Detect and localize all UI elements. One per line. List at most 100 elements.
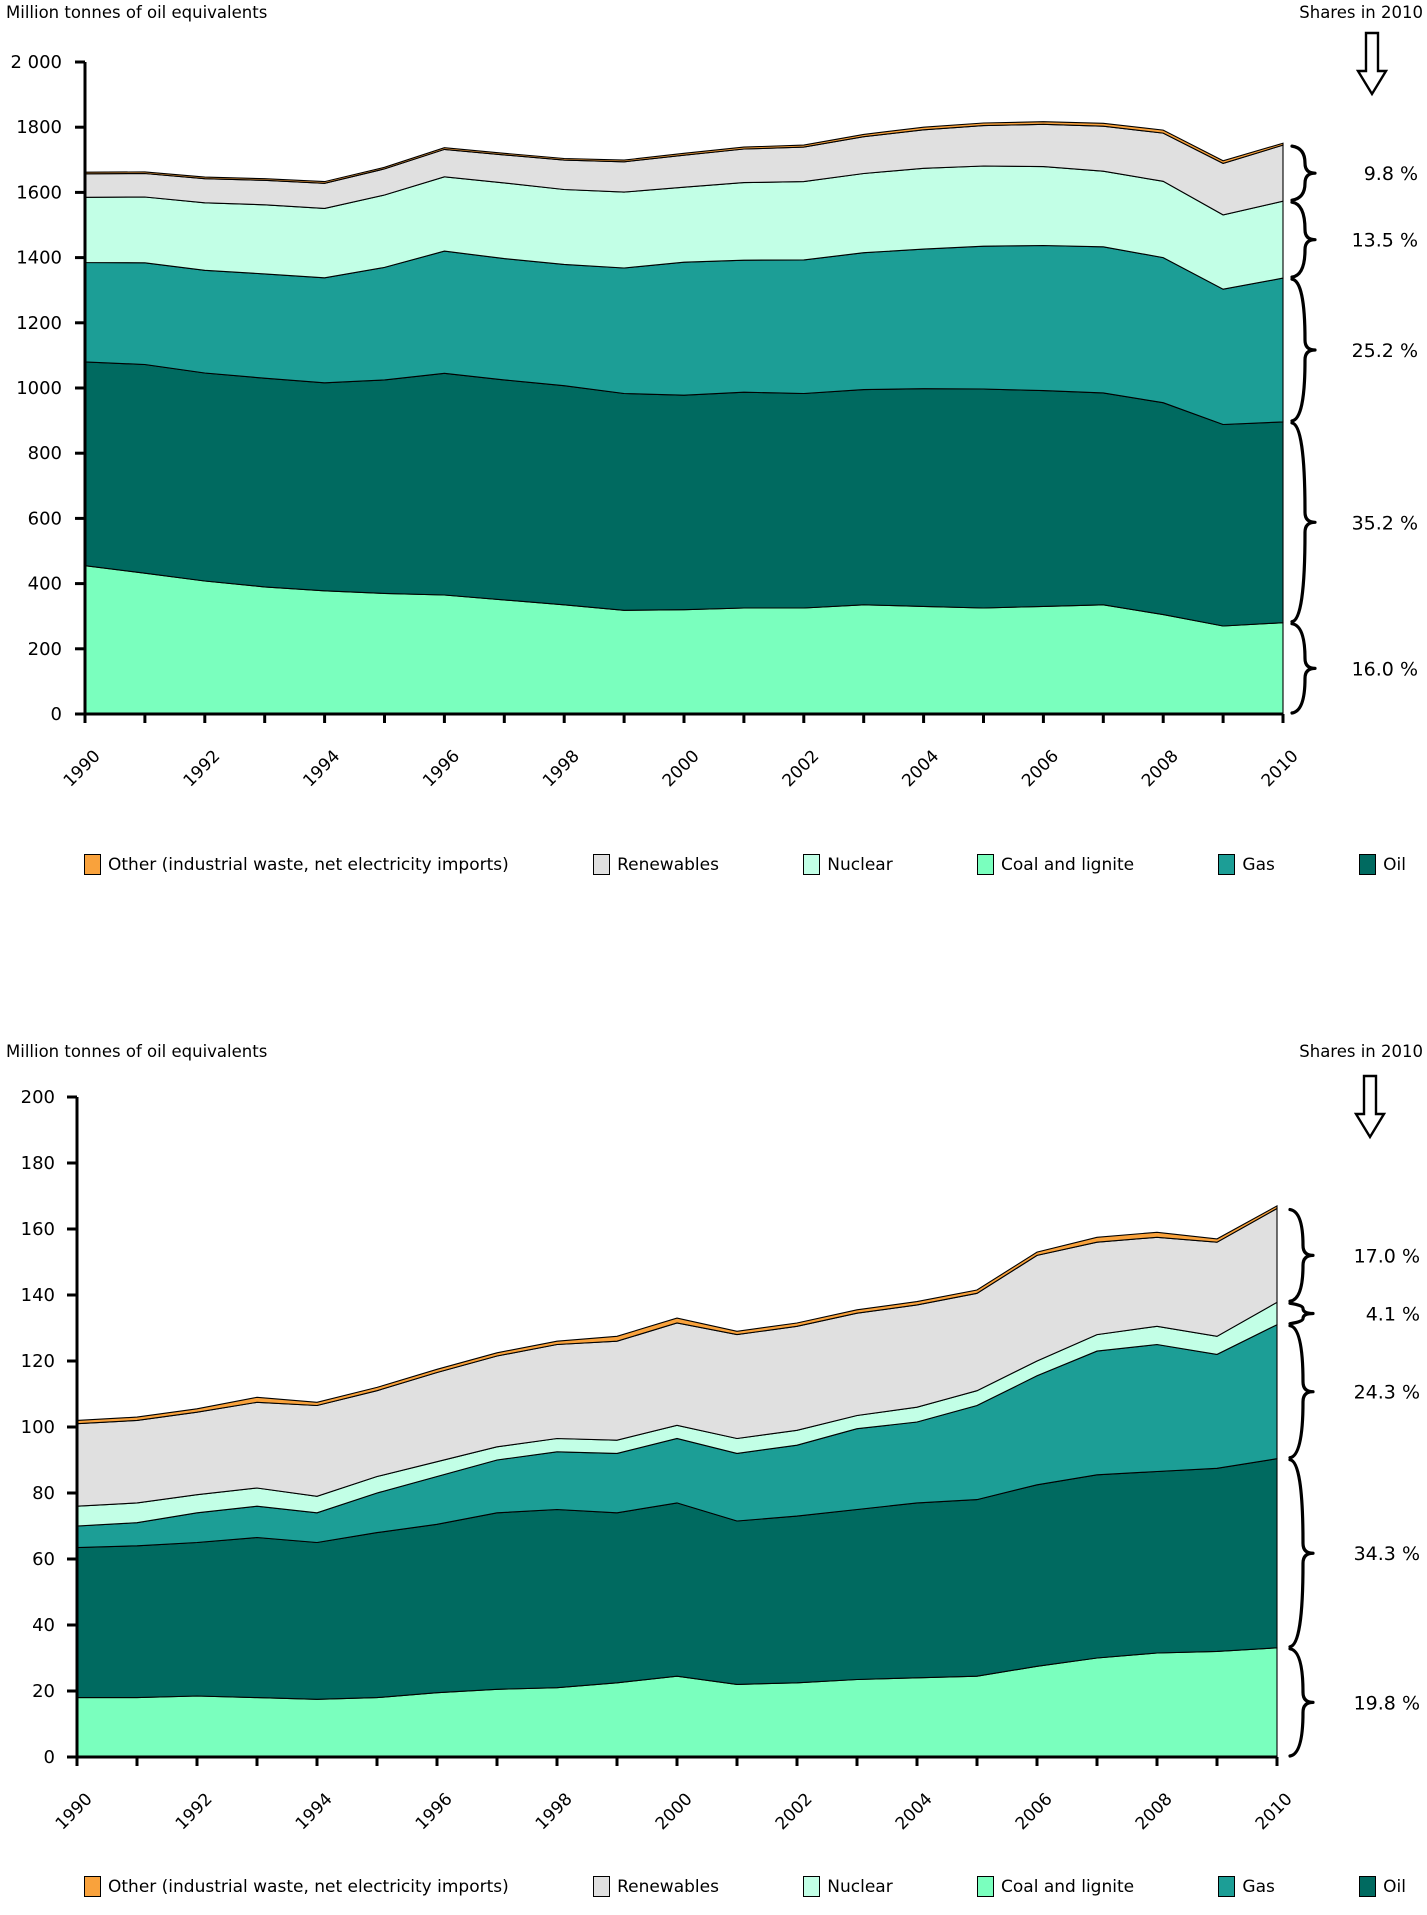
chart2-legend: Other (industrial waste, net electricity…: [84, 1876, 1406, 1897]
y-tick-label: 200: [21, 1087, 55, 1108]
share-brace: [1290, 622, 1317, 715]
area-other-industrial-waste-net-electricity-imports: [84, 121, 1284, 184]
share-brace: [1290, 200, 1317, 279]
y-tick-label: 180: [21, 1153, 55, 1174]
x-year-label: 2010: [1258, 746, 1303, 791]
legend-item-coal-and-lignite: Coal and lignite: [977, 1876, 1134, 1897]
legend-swatch: [803, 1876, 821, 1897]
legend-swatch: [803, 854, 821, 875]
x-year-label: 2008: [1132, 1789, 1177, 1834]
legend-label: Renewables: [617, 1876, 719, 1897]
legend-label: Oil: [1383, 1876, 1406, 1897]
x-year-label: 1990: [60, 746, 105, 791]
y-tick-label: 140: [21, 1285, 55, 1306]
chart1-legend: Other (industrial waste, net electricity…: [84, 854, 1406, 875]
x-year-label: 1992: [180, 746, 225, 791]
share-label-gas: 24.3 %: [1354, 1382, 1420, 1404]
x-year-label: 1992: [172, 1789, 217, 1834]
share-label-coal-and-lignite: 19.8 %: [1354, 1692, 1420, 1714]
chart2-y-axis-title: Million tonnes of oil equivalents: [6, 1042, 268, 1061]
x-year-label: 2008: [1138, 746, 1183, 791]
share-brace: [1288, 1324, 1315, 1460]
legend-label: Coal and lignite: [1001, 854, 1135, 875]
x-year-label: 2006: [1018, 746, 1063, 791]
share-brace: [1288, 1458, 1315, 1649]
chart1-y-axis-title: Million tonnes of oil equivalents: [6, 3, 268, 22]
y-tick-label: 80: [32, 1483, 55, 1504]
x-year-label: 1998: [539, 746, 584, 791]
x-year-label: 1990: [52, 1789, 97, 1834]
share-brace: [1290, 277, 1317, 423]
area-oil: [84, 361, 1284, 627]
legend-label: Oil: [1383, 854, 1406, 875]
y-tick-label: 160: [21, 1219, 55, 1240]
y-tick-label: 600: [28, 508, 62, 529]
legend-swatch: [1359, 1876, 1377, 1897]
legend-item-oil: Oil: [1359, 854, 1406, 875]
chart2-header: Million tonnes of oil equivalents Shares…: [6, 1042, 1423, 1061]
x-year-label: 2000: [652, 1789, 697, 1834]
y-tick-label: 1200: [16, 313, 62, 334]
x-year-label: 1996: [419, 746, 464, 791]
y-tick-label: 100: [21, 1417, 55, 1438]
chart1-header: Million tonnes of oil equivalents Shares…: [6, 3, 1423, 22]
legend-item-gas: Gas: [1218, 854, 1275, 875]
y-tick-label: 1800: [16, 117, 62, 138]
legend-item-oil: Oil: [1359, 1876, 1406, 1897]
legend-item-renewables: Renewables: [593, 1876, 719, 1897]
legend-item-nuclear: Nuclear: [803, 1876, 893, 1897]
x-year-label: 2010: [1252, 1789, 1297, 1834]
legend-swatch: [1218, 1876, 1236, 1897]
legend-swatch: [84, 1876, 101, 1897]
share-label-gas: 25.2 %: [1352, 340, 1418, 362]
x-year-label: 2004: [892, 1789, 937, 1834]
y-tick-label: 400: [28, 574, 62, 595]
share-label-coal-and-lignite: 16.0 %: [1352, 658, 1418, 680]
legend-swatch: [977, 854, 995, 875]
legend-swatch: [593, 1876, 611, 1897]
x-year-label: 2006: [1012, 1789, 1057, 1834]
legend-label: Gas: [1242, 854, 1275, 875]
x-year-label: 2004: [898, 746, 943, 791]
legend-swatch: [1359, 854, 1377, 875]
down-arrow-icon: [1353, 1074, 1387, 1140]
share-brace: [1288, 1301, 1315, 1326]
legend-item-coal-and-lignite: Coal and lignite: [977, 854, 1134, 875]
x-year-label: 2000: [659, 746, 704, 791]
area-other-industrial-waste-net-electricity-imports: [76, 1204, 1278, 1425]
y-tick-label: 1400: [16, 248, 62, 269]
legend-label: Nuclear: [827, 1876, 893, 1897]
share-label-nuclear: 4.1 %: [1366, 1303, 1420, 1325]
y-tick-label: 1600: [16, 182, 62, 203]
y-tick-label: 200: [28, 639, 62, 660]
legend-item-gas: Gas: [1218, 1876, 1275, 1897]
legend-item-other-industrial-waste-net-electricity-imports: Other (industrial waste, net electricity…: [84, 1876, 509, 1897]
share-label-oil: 34.3 %: [1354, 1543, 1420, 1565]
y-tick-label: 0: [44, 1747, 55, 1768]
legend-label: Nuclear: [827, 854, 893, 875]
legend-item-other-industrial-waste-net-electricity-imports: Other (industrial waste, net electricity…: [84, 854, 509, 875]
x-year-label: 2002: [779, 746, 824, 791]
share-label-renewables: 17.0 %: [1354, 1245, 1420, 1267]
x-year-label: 2002: [772, 1789, 817, 1834]
y-tick-label: 800: [28, 443, 62, 464]
legend-swatch: [977, 1876, 995, 1897]
share-label-oil: 35.2 %: [1352, 512, 1418, 534]
share-label-nuclear: 13.5 %: [1352, 230, 1418, 252]
share-label-renewables: 9.8 %: [1364, 163, 1418, 185]
legend-item-renewables: Renewables: [593, 854, 719, 875]
legend-swatch: [1218, 854, 1236, 875]
legend-label: Coal and lignite: [1001, 1876, 1135, 1897]
x-year-label: 1994: [292, 1789, 337, 1834]
share-brace: [1288, 1207, 1315, 1303]
legend-label: Other (industrial waste, net electricity…: [108, 854, 509, 875]
x-year-label: 1994: [299, 746, 344, 791]
legend-swatch: [84, 854, 101, 875]
y-tick-label: 2 000: [10, 52, 62, 73]
chart2-shares-title: Shares in 2010: [1299, 1042, 1423, 1061]
y-tick-label: 60: [32, 1549, 55, 1570]
y-tick-label: 1000: [16, 378, 62, 399]
x-year-label: 1998: [532, 1789, 577, 1834]
share-brace: [1288, 1647, 1315, 1758]
